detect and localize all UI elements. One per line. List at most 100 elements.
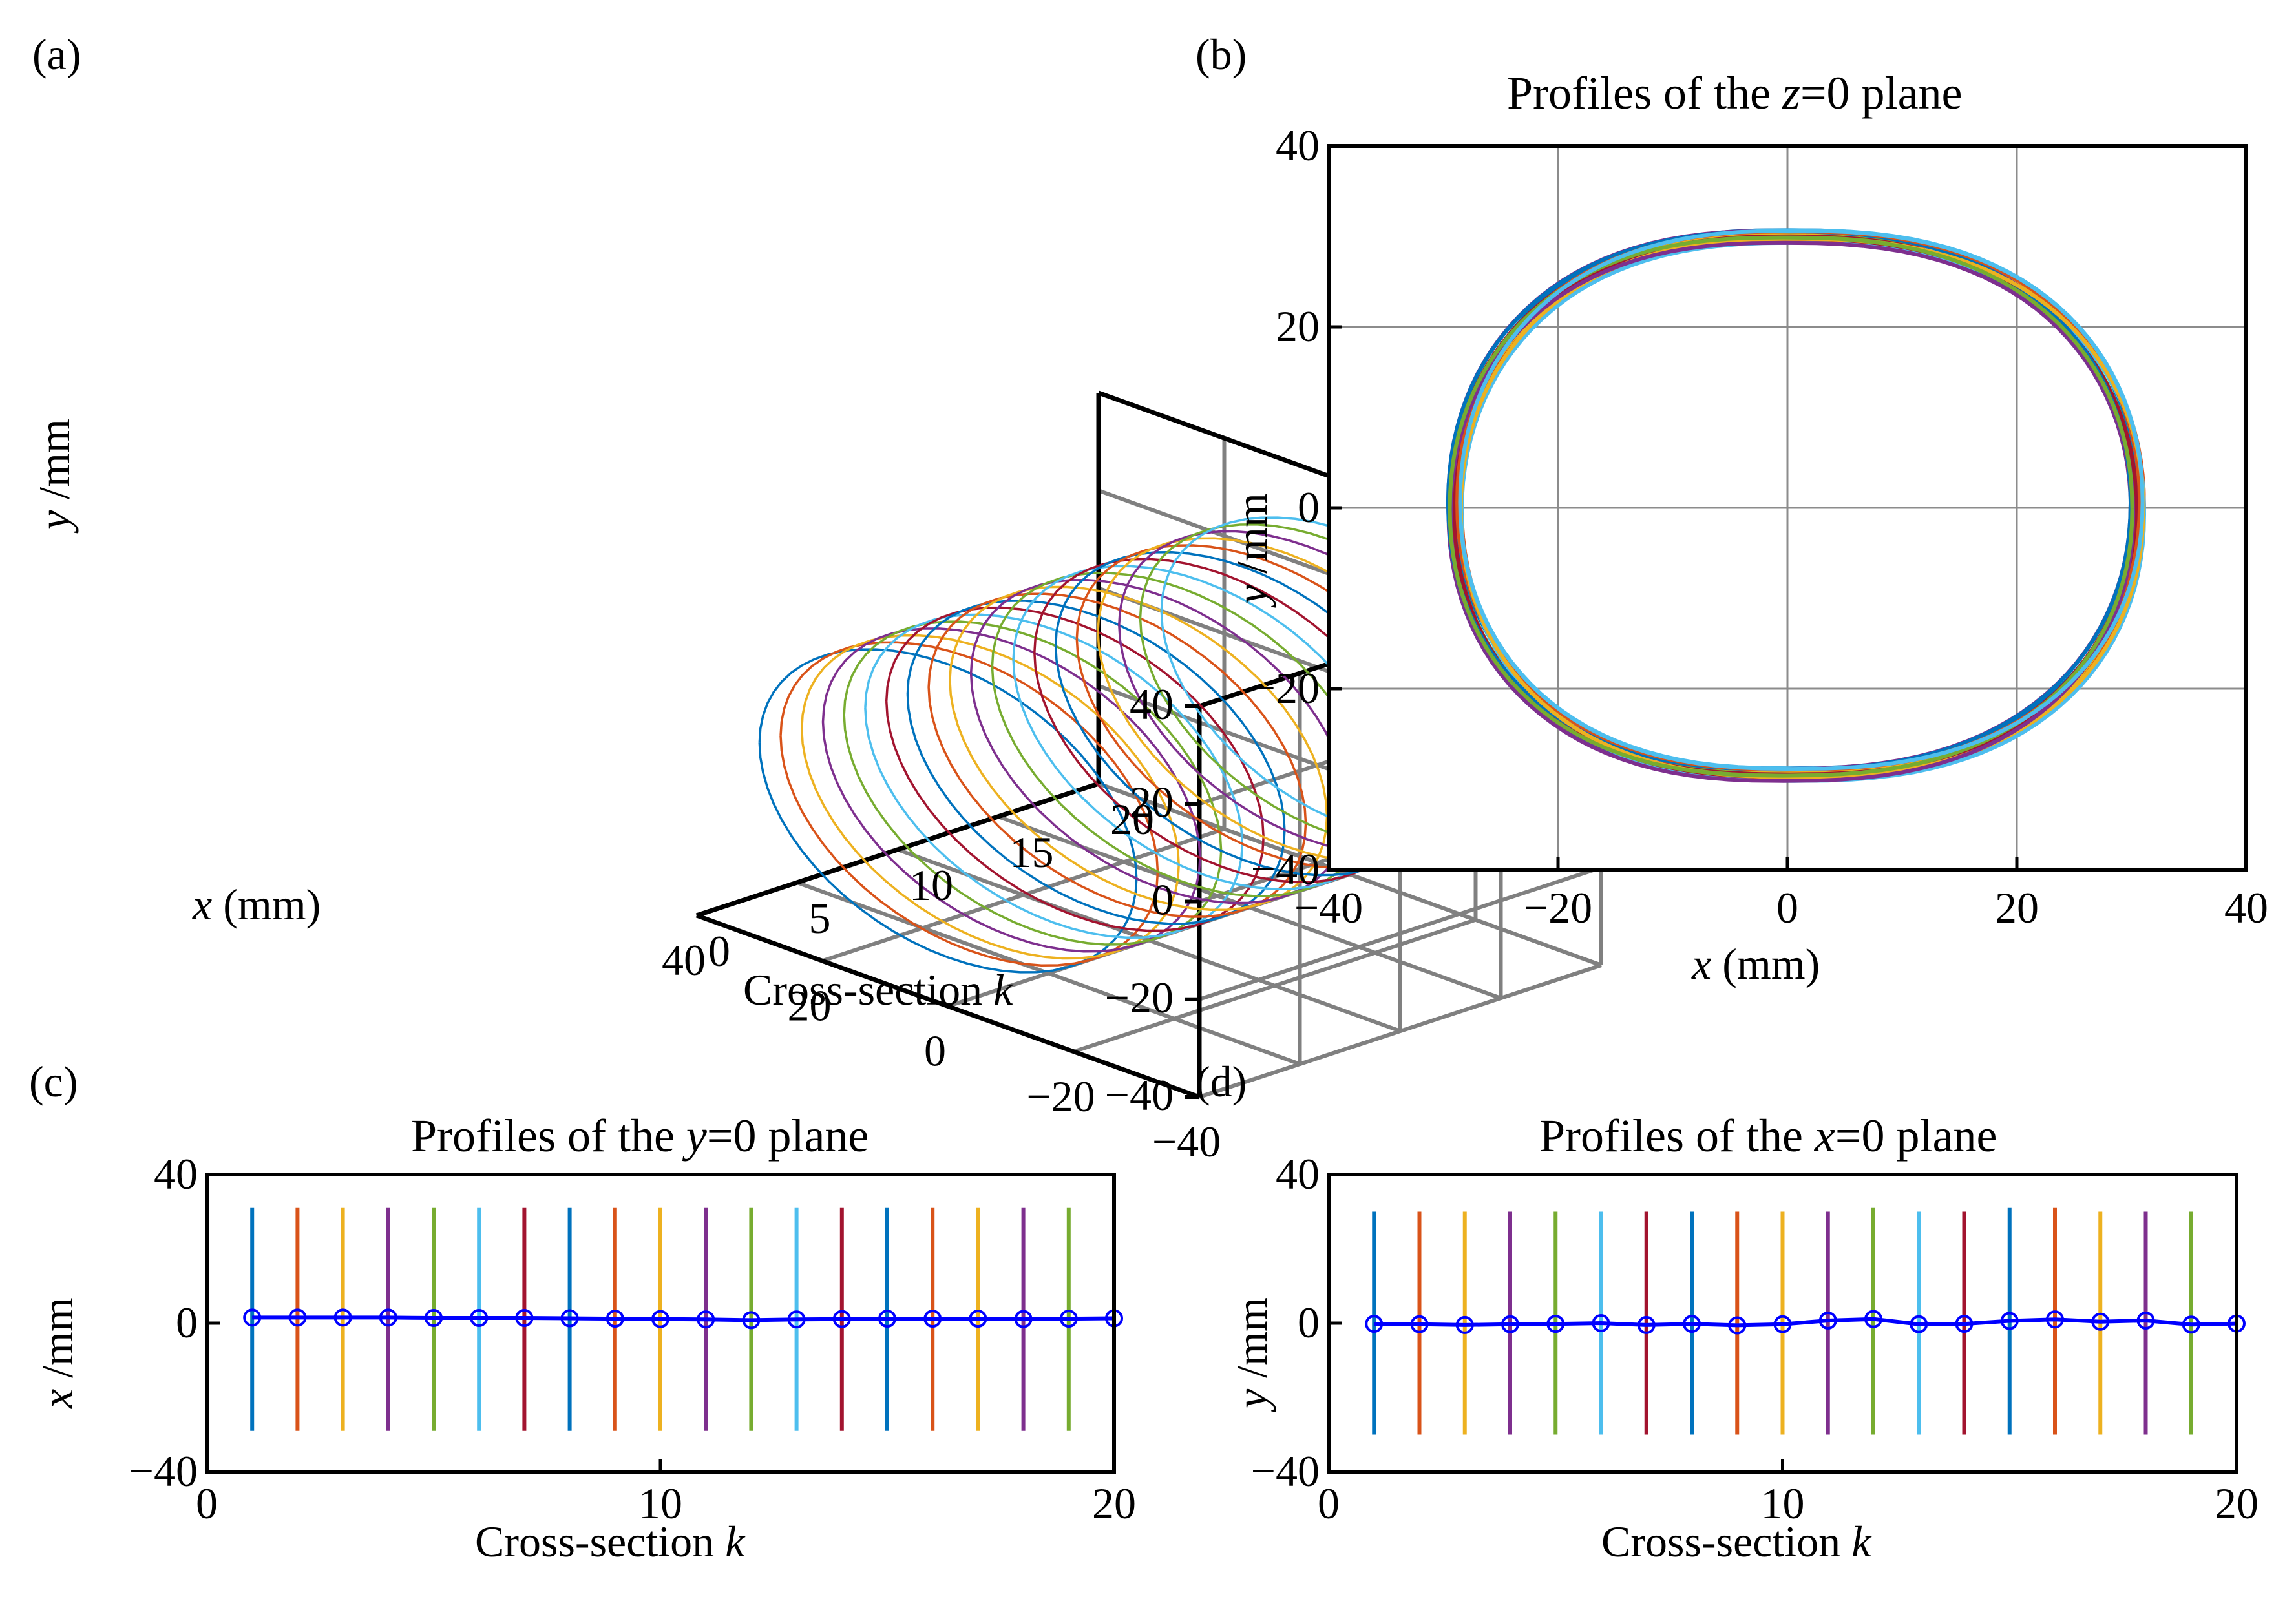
- panel-d-mean-marker-k7: [1637, 1315, 1656, 1334]
- panel-b-ytick-label-40: 40: [1276, 121, 1320, 170]
- panel-b-profile-19: [1448, 235, 2134, 778]
- panel-c-xtick-label-20: 20: [1092, 1479, 1136, 1528]
- panel-a-ktick-label-15: 15: [1010, 828, 1054, 877]
- panel-d-mean-marker-k3: [1455, 1315, 1474, 1334]
- panel-c-mean-marker-k16: [923, 1310, 942, 1328]
- panel-c-ytick-label--40: −40: [129, 1447, 198, 1496]
- panel-a-ylabel: y /mm: [30, 419, 79, 530]
- panel-a-zlabel-text: Cross-section: [743, 965, 994, 1014]
- panel-c-ylabel: x /mm: [33, 1297, 82, 1408]
- panel-c-title: Profiles of the y=0 plane: [411, 1113, 869, 1159]
- panel-d-letter: (d): [1195, 1057, 1247, 1106]
- panel-a-ktick-label-10: 10: [909, 861, 953, 910]
- panel-c-xlabel: Cross-section k: [475, 1520, 744, 1563]
- panel-c-xtick-label-10: 10: [638, 1479, 682, 1528]
- panel-c-mean-marker-k9: [606, 1310, 624, 1328]
- panel-a-ylabel-unit: /mm: [30, 419, 79, 510]
- panel-c-ylabel-unit: /mm: [33, 1297, 82, 1389]
- panel-a-xlabel-var: x: [193, 880, 213, 929]
- panel-a-xtick-label-20: 20: [788, 981, 832, 1030]
- panel-b-xtick-label--20: −20: [1524, 883, 1592, 932]
- panel-d-mean-marker-k8: [1683, 1315, 1701, 1333]
- panel-d-mean-marker-k12: [1864, 1310, 1882, 1328]
- panel-c-mean-marker-k12: [742, 1311, 761, 1330]
- panel-a-zlabel: Cross-section k: [743, 968, 1013, 1012]
- panel-d-mean-marker-k19: [2182, 1315, 2200, 1334]
- panel-a-grid-floor-x: [1073, 917, 1477, 1054]
- panel-b-plot: −40 −20 0 20 40 −40 −20 0 20 40: [1251, 121, 2268, 932]
- panel-a-ytick-label--20: −20: [1105, 973, 1174, 1022]
- panel-d-title-post: =0 plane: [1835, 1110, 1997, 1162]
- panel-b-profile-20: [1458, 229, 2145, 771]
- panel-c-mean-marker-k6: [470, 1308, 489, 1327]
- panel-d-ytick-label-40: 40: [1276, 1149, 1320, 1198]
- panel-c-ytick-label-40: 40: [154, 1149, 198, 1198]
- panel-b-letter: (b): [1195, 30, 1247, 79]
- panel-b-ytick-label--40: −40: [1251, 844, 1320, 894]
- panel-d-xtick-label-20: 20: [2215, 1479, 2259, 1528]
- panel-d-mean-marker-k13: [1910, 1315, 1928, 1333]
- panel-c-mean-marker-k7: [515, 1308, 534, 1327]
- panel-c-mean-marker-k4: [379, 1308, 397, 1327]
- panel-a-zlabel-var: k: [993, 965, 1013, 1014]
- panel-b-ytick-label-0: 0: [1298, 483, 1320, 532]
- panel-a-grid-floor-x: [821, 827, 1225, 963]
- panel-d-title: Profiles of the x=0 plane: [1539, 1113, 1997, 1159]
- panel-d-ylabel-var: y: [1227, 1388, 1276, 1408]
- panel-b-xlabel-var: x: [1692, 939, 1712, 988]
- panel-b-ylabel: y /mm: [1227, 493, 1276, 604]
- panel-d-title-pre: Profiles of the: [1539, 1110, 1815, 1162]
- panel-b-title-pre: Profiles of the: [1507, 67, 1782, 119]
- panel-c-xtick-label-0: 0: [196, 1479, 218, 1528]
- panel-d-mean-marker-k18: [2136, 1311, 2155, 1330]
- panel-d-mean-marker-k11: [1818, 1311, 1837, 1330]
- panel-d-xtick-label-10: 10: [1761, 1479, 1805, 1528]
- panel-a-ktick-label-0: 0: [708, 926, 730, 976]
- panel-a-xlabel-unit: (mm): [212, 880, 321, 929]
- panel-c-mean-marker-k8: [560, 1309, 579, 1328]
- panel-d-ylabel-unit: /mm: [1227, 1297, 1276, 1389]
- panel-c-mean-marker-k11: [697, 1310, 715, 1329]
- panel-c-mean-marker-k13: [787, 1310, 806, 1329]
- panel-d-xlabel-text: Cross-section: [1601, 1517, 1852, 1566]
- panel-c-mean-marker-k3: [333, 1308, 352, 1327]
- panel-d-mean-marker-k6: [1592, 1314, 1610, 1332]
- panel-c-mean-marker-k14: [832, 1310, 851, 1328]
- panel-a-grid-back-y: [1199, 865, 1602, 1001]
- panel-d-ylabel: y /mm: [1227, 1297, 1276, 1408]
- panel-c-mean-marker-k1: [243, 1308, 262, 1327]
- panel-d-xlabel-var: k: [1851, 1517, 1871, 1566]
- panel-c-ytick-label-0: 0: [176, 1298, 198, 1347]
- panel-c-mean-marker-k5: [425, 1308, 443, 1327]
- panel-c-title-var: y: [686, 1110, 707, 1162]
- panel-b-title-post: =0 plane: [1800, 67, 1963, 119]
- panel-c-mean-marker-k17: [969, 1310, 987, 1328]
- panel-d-ytick-label--40: −40: [1251, 1447, 1320, 1496]
- panel-b-xtick-label-20: 20: [1995, 883, 2039, 932]
- panel-d-mean-marker-k17: [2091, 1312, 2110, 1331]
- panel-a-ytick-label-0: 0: [1152, 875, 1174, 925]
- panel-a-ytick-label-40: 40: [1130, 680, 1174, 729]
- panel-d-mean-marker-k14: [1955, 1315, 1974, 1333]
- panel-a-box-edge: [695, 913, 1201, 1100]
- panel-a-box-edge: [695, 781, 1100, 918]
- panel-a-ylabel-var: y: [30, 510, 79, 530]
- panel-b-ylabel-unit: /mm: [1227, 493, 1276, 585]
- panel-c-mean-marker-k18: [1014, 1310, 1033, 1328]
- panel-d-xtick-label-0: 0: [1318, 1479, 1340, 1528]
- panel-a-letter: (a): [32, 30, 81, 79]
- panel-b-xtick-label--40: −40: [1294, 883, 1363, 932]
- panel-c-xlabel-text: Cross-section: [475, 1517, 726, 1566]
- panel-c-ylabel-var: x: [33, 1388, 82, 1408]
- panel-b-xtick-label-40: 40: [2224, 883, 2268, 932]
- panel-a-xtick-label-40: 40: [662, 935, 706, 985]
- panel-d-xlabel: Cross-section k: [1601, 1520, 1871, 1563]
- panel-c-mean-marker-k19: [1059, 1310, 1078, 1328]
- panel-d-mean-marker-k5: [1546, 1315, 1565, 1333]
- panel-d-mean-marker-k10: [1773, 1315, 1792, 1333]
- panel-d-title-var: x: [1814, 1110, 1835, 1162]
- panel-b-xlabel: x (mm): [1692, 942, 1820, 986]
- panel-a-grid-floor-x: [1199, 963, 1602, 1099]
